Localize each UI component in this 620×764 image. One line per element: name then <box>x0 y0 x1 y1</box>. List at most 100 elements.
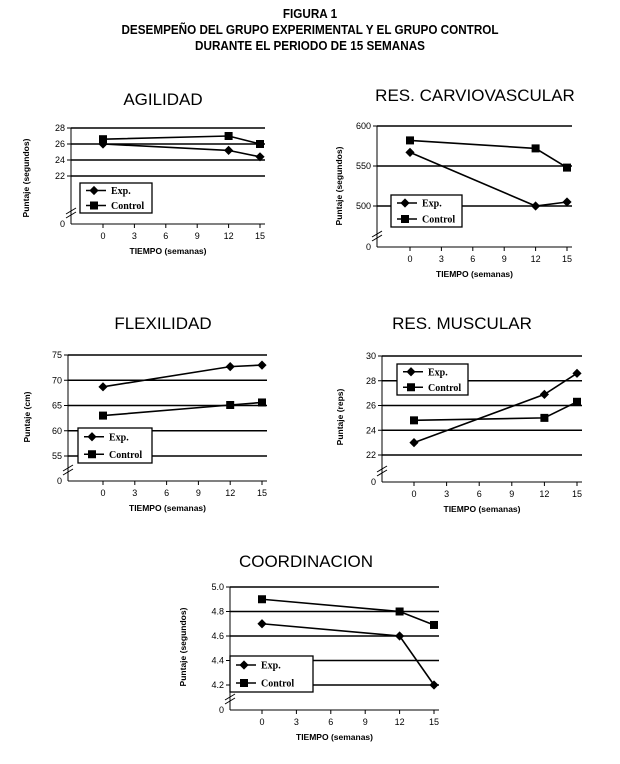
x-tick-label: 15 <box>572 489 582 499</box>
legend-label: Control <box>111 201 144 212</box>
legend-marker-control <box>88 450 96 459</box>
series-line-control <box>409 139 568 169</box>
x-tick-label: 3 <box>132 488 137 498</box>
data-point-exp <box>395 631 405 641</box>
x-tick-label: 0 <box>411 489 416 499</box>
series-line-control <box>102 401 263 417</box>
x-tick-label: 6 <box>477 489 482 499</box>
figure-header: FIGURA 1 DESEMPEÑO DEL GRUPO EXPERIMENTA… <box>0 6 620 54</box>
data-point-exp <box>539 389 549 399</box>
figure-title-line1: DESEMPEÑO DEL GRUPO EXPERIMENTAL Y EL GR… <box>121 22 499 37</box>
legend-marker-exp <box>239 660 249 670</box>
data-point-control <box>540 413 549 422</box>
legend-label: Exp. <box>111 186 131 197</box>
x-tick-label: 3 <box>294 717 299 727</box>
y-tick-label: 4.8 <box>211 607 224 617</box>
data-point-exp <box>257 360 267 370</box>
legend-label: Control <box>428 383 461 394</box>
y-tick-label: 30 <box>366 351 376 361</box>
y-tick-zero-label: 0 <box>219 705 224 715</box>
x-axis-label: TIEMPO (semanas) <box>129 503 206 513</box>
data-point-control <box>430 620 438 629</box>
axis-break-mark <box>376 469 388 477</box>
legend-label: Control <box>422 215 455 226</box>
data-point-control <box>573 397 581 406</box>
x-tick-label: 9 <box>502 254 507 264</box>
data-point-control <box>258 398 266 407</box>
legend-marker-control <box>90 201 98 210</box>
y-tick-label: 26 <box>55 139 65 149</box>
x-tick-label: 15 <box>257 488 267 498</box>
x-tick-label: 12 <box>539 489 549 499</box>
y-tick-label: 70 <box>52 375 62 385</box>
y-tick-label: 22 <box>366 450 376 460</box>
x-tick-label: 15 <box>429 717 439 727</box>
chart-title: RES. MUSCULAR <box>392 314 532 333</box>
chart-carvio: RES. CARVIOVASCULAR 500 550 600 0 0 3 6 9 12 15 TIE… <box>334 86 575 279</box>
data-point-exp <box>224 145 234 155</box>
figure-title-line2: DURANTE EL PERIODO DE 15 SEMANAS <box>195 38 425 53</box>
data-point-control <box>224 132 233 140</box>
series-line-exp <box>102 143 261 158</box>
y-tick-label: 550 <box>356 161 371 171</box>
data-point-control <box>256 140 264 148</box>
legend-label: Exp. <box>261 661 281 672</box>
axis-break-mark <box>62 464 74 472</box>
y-tick-label: 5.0 <box>211 582 224 592</box>
x-tick-label: 15 <box>255 231 265 241</box>
chart-title: RES. CARVIOVASCULAR <box>375 86 575 105</box>
axis-break-mark <box>224 697 236 705</box>
x-tick-label: 9 <box>195 231 200 241</box>
legend-label: Control <box>109 450 142 461</box>
x-tick-label: 12 <box>395 717 405 727</box>
y-axis-label: Puntaje (segundos) <box>178 607 188 686</box>
chart-agilidad: AGILIDAD 22 24 26 28 0 0 3 6 9 12 15 TIEMPO (semanas… <box>21 90 265 256</box>
data-point-control <box>395 607 404 616</box>
x-tick-label: 3 <box>132 231 137 241</box>
y-tick-label: 55 <box>52 451 62 461</box>
x-axis-label: TIEMPO (semanas) <box>436 269 513 279</box>
axis-break-mark <box>65 211 77 219</box>
series-line-control <box>102 135 261 145</box>
chart-title: AGILIDAD <box>123 90 202 109</box>
data-point-exp <box>409 438 419 448</box>
y-tick-zero-label: 0 <box>371 477 376 487</box>
data-point-exp <box>225 362 235 372</box>
y-tick-label: 4.4 <box>211 656 224 666</box>
axis-break-mark <box>65 207 77 215</box>
x-tick-label: 12 <box>531 254 541 264</box>
chart-flexilidad: FLEXILIDAD 55 60 65 70 75 0 0 3 6 9 12 15 TIEMPO (sem… <box>22 314 267 513</box>
x-tick-label: 0 <box>407 254 412 264</box>
x-tick-label: 12 <box>225 488 235 498</box>
data-point-control <box>99 411 107 420</box>
legend-marker-control <box>401 215 409 223</box>
data-point-exp <box>257 619 267 629</box>
y-tick-label: 26 <box>366 401 376 411</box>
x-axis-label: TIEMPO (semanas) <box>444 504 521 514</box>
data-point-control <box>406 136 414 145</box>
data-point-exp <box>531 201 541 211</box>
data-point-exp <box>98 139 108 149</box>
data-point-exp <box>98 382 108 392</box>
y-axis-label: Puntaje (segundos) <box>21 138 31 217</box>
y-tick-zero-label: 0 <box>60 219 65 229</box>
data-point-exp <box>562 197 572 207</box>
y-tick-label: 24 <box>55 155 65 165</box>
legend-label: Exp. <box>422 199 442 210</box>
y-tick-zero-label: 0 <box>57 476 62 486</box>
legend-label: Exp. <box>109 432 129 443</box>
legend-label: Control <box>261 679 294 690</box>
x-tick-label: 9 <box>509 489 514 499</box>
axis-break-mark <box>376 465 388 473</box>
chart-title: FLEXILIDAD <box>114 314 211 333</box>
axis-break-mark <box>371 230 383 238</box>
data-point-exp <box>429 680 439 690</box>
data-point-exp <box>572 368 582 378</box>
legend-marker-exp <box>89 185 99 196</box>
series-line-exp <box>102 364 263 388</box>
y-tick-zero-label: 0 <box>366 242 371 252</box>
legend-marker-control <box>407 383 415 392</box>
y-tick-label: 600 <box>356 121 371 131</box>
series-line-control <box>413 401 578 422</box>
